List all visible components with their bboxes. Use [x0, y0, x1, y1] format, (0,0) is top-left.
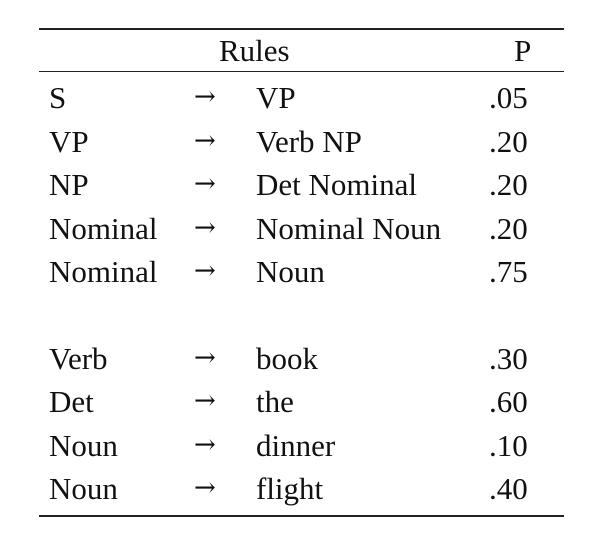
- rule-lhs: NP: [49, 167, 89, 202]
- rule-rhs: VP: [256, 80, 296, 115]
- arrow-icon: →: [194, 429, 216, 460]
- rule-probability: .20: [489, 210, 528, 246]
- rule-lhs: Nominal: [49, 254, 158, 289]
- table-row: Verb → book .30: [39, 337, 564, 381]
- rule-rhs: Verb NP: [256, 123, 362, 159]
- table-top-rule: [39, 28, 564, 30]
- grammar-rules-table: Rules P S → VP .05 VP → Verb NP .20 NP →…: [39, 28, 564, 517]
- arrow-icon: →: [194, 82, 216, 112]
- table-row: Noun → flight .40: [39, 467, 564, 511]
- table-row: Det → the .60: [39, 380, 564, 424]
- arrow-icon: →: [194, 125, 216, 156]
- rule-rhs: book: [256, 340, 318, 376]
- rule-lhs: VP: [49, 123, 89, 159]
- group-spacer: [39, 294, 564, 337]
- rule-probability: .10: [489, 427, 528, 463]
- header-probability: P: [514, 33, 532, 68]
- table-header-rule: [39, 71, 564, 72]
- rule-rhs: Nominal Noun: [256, 210, 442, 246]
- rule-rhs: Det Nominal: [256, 167, 417, 202]
- rule-probability: .60: [489, 384, 528, 419]
- rule-lhs: Verb: [49, 340, 108, 376]
- rule-group-lexical: Verb → book .30 Det → the .60 Noun → din…: [39, 337, 564, 515]
- arrow-icon: →: [194, 386, 216, 416]
- arrow-icon: →: [194, 212, 216, 243]
- arrow-icon: →: [194, 342, 216, 373]
- rule-rhs: the: [256, 384, 294, 419]
- rule-lhs: Det: [49, 384, 94, 419]
- rule-group-syntactic: S → VP .05 VP → Verb NP .20 NP → Det Nom…: [39, 72, 564, 294]
- table-row: Nominal → Nominal Noun .20: [39, 207, 564, 251]
- rule-lhs: Noun: [49, 427, 118, 463]
- rule-probability: .20: [489, 167, 528, 202]
- rule-rhs: flight: [256, 471, 324, 506]
- arrow-icon: →: [194, 473, 216, 503]
- table-bottom-rule: [39, 514, 564, 517]
- rule-probability: .20: [489, 123, 528, 159]
- rule-lhs: Noun: [49, 471, 118, 506]
- table-row: Nominal → Noun .75: [39, 250, 564, 294]
- table-row: NP → Det Nominal .20: [39, 163, 564, 207]
- table-header-row: Rules P: [39, 30, 564, 71]
- rule-probability: .75: [489, 254, 528, 289]
- rule-probability: .05: [489, 80, 528, 115]
- rule-rhs: dinner: [256, 427, 336, 463]
- arrow-icon: →: [194, 256, 216, 286]
- header-rules: Rules: [219, 33, 290, 68]
- arrow-icon: →: [194, 169, 216, 199]
- table-row: Noun → dinner .10: [39, 424, 564, 468]
- rule-lhs: S: [49, 80, 67, 115]
- table-row: VP → Verb NP .20: [39, 120, 564, 164]
- table-row: S → VP .05: [39, 76, 564, 120]
- rule-probability: .40: [489, 471, 528, 506]
- rule-rhs: Noun: [256, 254, 325, 289]
- rule-lhs: Nominal: [49, 210, 158, 246]
- rule-probability: .30: [489, 340, 528, 376]
